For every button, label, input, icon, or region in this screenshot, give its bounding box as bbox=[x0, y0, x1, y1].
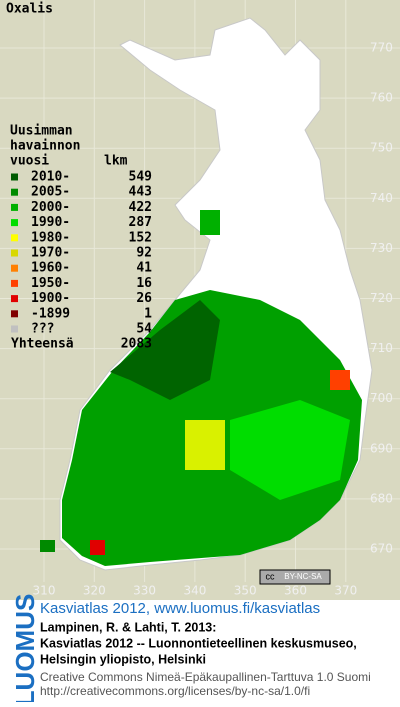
legend-swatch bbox=[11, 173, 18, 181]
observation-cells bbox=[330, 370, 350, 390]
y-tick-label: 700 bbox=[370, 391, 393, 405]
y-tick-label: 670 bbox=[370, 542, 393, 556]
legend-total: 2083 bbox=[121, 337, 152, 352]
legend-label: 2010- bbox=[31, 170, 70, 185]
legend-swatch bbox=[11, 219, 18, 227]
y-tick-label: 710 bbox=[370, 341, 393, 355]
legend-count-heading: lkm bbox=[104, 154, 128, 169]
legend-swatch bbox=[11, 295, 18, 303]
observation-area-light bbox=[230, 400, 350, 500]
observation-cells bbox=[40, 540, 55, 552]
y-tick-label: 750 bbox=[370, 141, 393, 155]
observation-area-dark bbox=[110, 300, 220, 400]
legend-label: 1990- bbox=[31, 215, 70, 230]
legend-swatch bbox=[11, 203, 18, 211]
map-title: Oxalis bbox=[6, 2, 53, 17]
legend-count: 549 bbox=[129, 170, 152, 185]
legend-label: 1970- bbox=[31, 246, 70, 261]
x-tick-label: 370 bbox=[334, 584, 357, 598]
license-line: http://creativecommons.org/licenses/by-n… bbox=[40, 684, 310, 698]
observation-cells bbox=[185, 420, 225, 470]
legend-label: 1950- bbox=[31, 276, 70, 291]
y-tick-label: 680 bbox=[370, 491, 393, 505]
y-tick-label: 770 bbox=[370, 41, 393, 55]
legend-total-label: Yhteensä bbox=[11, 337, 74, 352]
legend-swatch bbox=[11, 325, 18, 333]
license-line: Creative Commons Nimeä-Epäkaupallinen-Ta… bbox=[40, 670, 371, 684]
legend-count: 152 bbox=[129, 230, 152, 245]
x-tick-label: 360 bbox=[284, 584, 307, 598]
legend-swatch bbox=[11, 264, 18, 272]
legend-label: 1960- bbox=[31, 261, 70, 276]
citation-line: Helsingin yliopisto, Helsinki bbox=[40, 652, 206, 666]
x-tick-label: 330 bbox=[133, 584, 156, 598]
legend-swatch bbox=[11, 279, 18, 287]
brand: LUOMUS bbox=[10, 594, 40, 702]
legend-swatch bbox=[11, 310, 18, 318]
citation-line: Lampinen, R. & Lahti, T. 2013: bbox=[40, 620, 216, 634]
x-tick-label: 310 bbox=[33, 584, 56, 598]
legend-count: 92 bbox=[136, 246, 152, 261]
legend-count: 1 bbox=[144, 306, 152, 321]
legend-swatch bbox=[11, 249, 18, 257]
legend-label: 2000- bbox=[31, 200, 70, 215]
legend-label: 1900- bbox=[31, 291, 70, 306]
legend-count: 287 bbox=[129, 215, 152, 230]
x-tick-label: 320 bbox=[83, 584, 106, 598]
legend-heading: vuosi bbox=[10, 154, 49, 169]
x-tick-label: 340 bbox=[183, 584, 206, 598]
link: Kasviatlas 2012, www.luomus.fi/kasviatla… bbox=[40, 600, 320, 617]
legend-label: ??? bbox=[31, 322, 54, 337]
badge-text: BY-NC-SA bbox=[284, 572, 322, 581]
legend-swatch bbox=[11, 188, 18, 196]
legend-label: 2005- bbox=[31, 185, 70, 200]
observation-cells bbox=[90, 540, 105, 555]
y-tick-label: 760 bbox=[370, 91, 393, 105]
legend-count: 16 bbox=[136, 276, 152, 291]
citation-line: Kasviatlas 2012 -- Luonnontieteellinen k… bbox=[40, 636, 357, 650]
license-badge: cc BY-NC-SA bbox=[259, 569, 331, 585]
credits: Lampinen, R. & Lahti, T. 2013: Kasviatlas… bbox=[40, 620, 371, 698]
legend-count: 443 bbox=[129, 185, 152, 200]
legend-count: 54 bbox=[136, 322, 152, 337]
legend-swatch bbox=[11, 234, 18, 242]
y-tick-label: 690 bbox=[370, 441, 393, 455]
x-tick-label: 350 bbox=[234, 584, 257, 598]
y-tick-label: 740 bbox=[370, 191, 393, 205]
y-tick-label: 720 bbox=[370, 291, 393, 305]
legend-label: -1899 bbox=[31, 306, 70, 321]
legend-heading: havainnon bbox=[10, 139, 80, 154]
legend-count: 422 bbox=[129, 200, 152, 215]
badge-frame bbox=[259, 569, 331, 585]
legend-heading: Uusimman bbox=[10, 124, 73, 139]
legend-count: 41 bbox=[136, 261, 152, 276]
observation-cells bbox=[200, 210, 220, 235]
y-tick-label: 730 bbox=[370, 241, 393, 255]
legend-count: 26 bbox=[136, 291, 152, 306]
badge-cc: cc bbox=[266, 571, 276, 581]
legend-label: 1980- bbox=[31, 230, 70, 245]
